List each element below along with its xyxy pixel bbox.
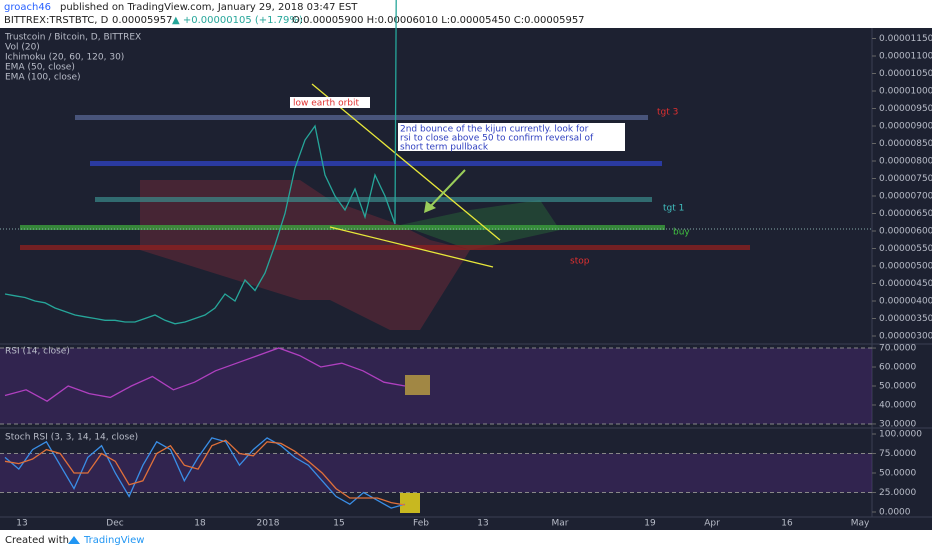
annotation: rsi to close above 50 to confirm reversa… [400,134,594,144]
published: published on TradingView.com, January 29… [60,2,358,13]
y-tick-label: 0.00000600 [879,227,932,237]
y-tick-label: 40.0000 [879,400,916,410]
y-tick-label: 0.00000300 [879,332,932,342]
legend-entry: Ichimoku (20, 60, 120, 30) [5,53,124,63]
annotation: buy [673,228,690,238]
logo [68,536,80,544]
x-tick-label: Dec [106,519,123,529]
price-line [4,0,397,325]
x-tick-label: 16 [781,519,793,529]
arrow [427,169,466,210]
annotation: short term pullback [400,143,489,153]
x-tick-label: 13 [477,519,488,529]
annotation: 2nd bounce of the kijun currently. look … [400,125,589,135]
y-tick-label: 25.0000 [879,488,916,498]
header-bg [0,0,932,28]
y-tick-label: 0.00001050 [879,69,932,79]
x-tick-label: May [851,519,870,529]
annotation: stop [570,257,590,267]
legend-entry: EMA (50, close) [5,63,75,73]
x-tick-label: 15 [333,519,344,529]
y-tick-label: 0.00000850 [879,139,932,149]
x-tick-label: Apr [704,519,720,529]
stoch-d [4,439,406,506]
y-tick-label: 50.0000 [879,382,916,392]
y-tick-label: 0.00000750 [879,174,932,184]
y-tick-label: 0.00000350 [879,314,932,324]
stoch-band [0,453,872,493]
symbol: BITTREX:TRSTBTC, D [4,15,109,26]
trend-line [329,226,494,268]
band [95,197,652,202]
y-tick-label: 60.0000 [879,363,916,373]
footer-text: Created with [5,535,69,546]
band [75,115,648,120]
y-tick-label: 0.00000800 [879,157,932,167]
marker-box [405,375,430,395]
annotation: tgt 1 [663,204,684,214]
legend-entry: Vol (20) [5,43,40,53]
y-tick-label: 0.00000500 [879,262,932,272]
change: ▲ +0.00000105 (+1.79%) [172,15,303,26]
annotation: low earth orbit [293,99,359,109]
last: 0.00005957 [112,15,172,26]
y-tick-label: 0.00000650 [879,209,932,219]
band [20,245,750,250]
rsi-line [4,347,406,402]
band [90,161,662,166]
x-tick-label: 13 [16,519,27,529]
y-tick-label: 100.0000 [879,429,922,439]
x-tick-label: Feb [413,519,429,529]
legend-entry: EMA (100, close) [5,73,81,83]
y-tick-label: 0.00001000 [879,87,932,97]
y-tick-label: 0.00001100 [879,52,932,62]
author[interactable]: groach46 [4,2,51,13]
y-tick-label: 70.0000 [879,344,916,354]
footer-brand[interactable]: TradingView [83,535,144,546]
panel-title: RSI (14, close) [5,347,70,357]
annotation: tgt 3 [657,108,678,118]
marker-box [400,493,420,513]
stoch-k [4,437,406,509]
x-tick-label: 2018 [257,519,280,529]
arrow-head [424,201,436,213]
band [20,225,665,230]
y-tick-label: 0.00000450 [879,279,932,289]
y-tick-label: 30.0000 [879,419,916,429]
trend-line [311,83,501,241]
y-tick-label: 50.0000 [879,469,916,479]
y-tick-label: 0.00000400 [879,297,932,307]
chart-bg [0,28,932,530]
ichimoku-cloud [140,180,470,330]
x-tick-label: 19 [644,519,656,529]
y-tick-label: 0.00000950 [879,104,932,114]
annotation-box [290,97,370,108]
legend-entry: Trustcoin / Bitcoin, D, BITTREX [4,33,141,43]
rsi-band [0,348,872,424]
annotation-box [398,123,625,151]
y-tick-label: 0.00000900 [879,122,932,132]
y-tick-label: 0.00000700 [879,192,932,202]
y-tick-label: 0.00001150 [879,34,932,44]
y-tick-label: 0.0000 [879,508,911,518]
y-tick-label: 75.0000 [879,449,916,459]
y-tick-label: 0.00000550 [879,244,932,254]
x-tick-label: 18 [194,519,206,529]
x-tick-label: Mar [552,519,569,529]
ohlc: O:0.00005900 H:0.00006010 L:0.00005450 C… [292,15,585,26]
footer-bg [0,530,932,550]
panel-title: Stoch RSI (3, 3, 14, 14, close) [5,433,138,443]
